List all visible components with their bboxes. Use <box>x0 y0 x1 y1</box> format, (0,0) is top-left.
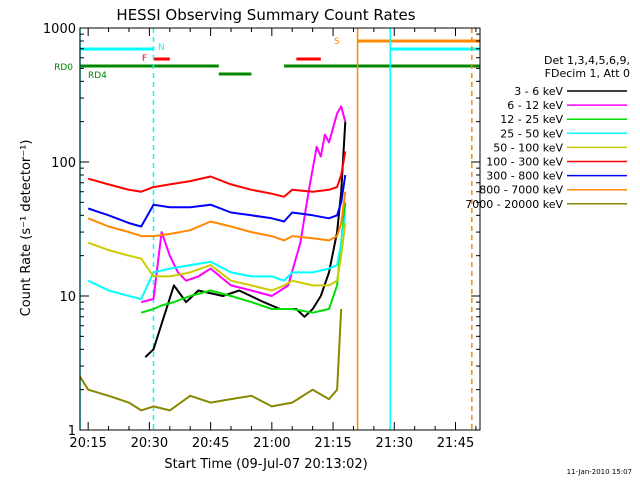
x-tick-label: 20:15 <box>69 436 106 451</box>
legend-label-7000-20000-kev: 7000 - 20000 keV <box>465 198 563 211</box>
x-tick-label: 21:45 <box>437 436 474 451</box>
x-tick-label: 20:45 <box>192 436 229 451</box>
plot-axes: 20:15 20:30 20:45 21:00 21:15 21:30 21:45 1 10 10… <box>43 22 481 451</box>
flag-label-f: F <box>142 54 147 64</box>
legend-header: FDecim 1, Att 0 <box>545 67 630 80</box>
vertical-markers <box>79 28 473 430</box>
series-line-800-7000-kev <box>87 191 347 242</box>
legend-label-100-300-kev: 100 - 300 keV <box>486 156 563 169</box>
y-tick-label: 10 <box>59 290 76 305</box>
legend-label-3-6-kev: 3 - 6 keV <box>514 85 563 98</box>
chart-title: HESSI Observing Summary Count Rates <box>116 6 415 24</box>
series-lines <box>79 105 347 412</box>
x-tick-label: 21:15 <box>314 436 351 451</box>
legend-label-25-50-kev: 25 - 50 keV <box>500 127 563 140</box>
footer-date: 11-Jan-2010 15:07 <box>567 468 632 476</box>
legend-label-800-7000-kev: 800 - 7000 keV <box>479 184 563 197</box>
series-line-12-25-kev <box>140 202 347 314</box>
y-tick-label: 1000 <box>43 22 76 37</box>
x-tick-label: 21:30 <box>376 436 413 451</box>
series-line-6-12-kev <box>140 105 347 304</box>
y-tick-label: 1 <box>68 424 76 439</box>
x-axis-label: Start Time (09-Jul-07 20:13:02) <box>164 457 367 472</box>
flag-label-s: S <box>334 37 340 47</box>
series-line-7000-20000-kev <box>79 308 343 412</box>
legend-label-6-12-kev: 6 - 12 keV <box>507 99 563 112</box>
legend-label-12-25-kev: 12 - 25 keV <box>500 113 563 126</box>
y-axis-label: Count Rate (s⁻¹ detector⁻¹) <box>19 140 34 317</box>
legend-label-300-800-kev: 300 - 800 keV <box>486 170 563 183</box>
legend-label-50-100-kev: 50 - 100 keV <box>493 141 563 154</box>
series-line-50-100-kev <box>87 222 347 292</box>
flag-label-rd0: RD0 <box>54 63 73 73</box>
x-tick-label: 21:00 <box>253 436 290 451</box>
flag-bars: N F S RD0 RD4 <box>54 37 480 81</box>
flag-label-rd4: RD4 <box>88 71 107 81</box>
legend: Det 1,3,4,5,6,9,FDecim 1, Att 0 3 - 6 keV… <box>465 54 630 211</box>
x-tick-label: 20:30 <box>131 436 168 451</box>
legend-header: Det 1,3,4,5,6,9, <box>544 54 630 67</box>
series-line-300-800-kev <box>87 174 347 228</box>
plot-frame <box>79 27 481 431</box>
flag-label-n: N <box>158 43 165 53</box>
y-tick-label: 100 <box>51 156 76 171</box>
series-line-25-50-kev <box>87 215 347 300</box>
series-line-100-300-kev <box>87 151 347 198</box>
